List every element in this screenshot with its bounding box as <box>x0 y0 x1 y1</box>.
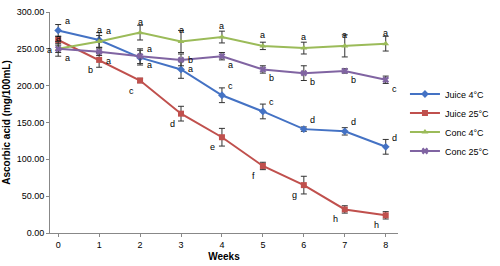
svg-text:0.00: 0.00 <box>27 228 45 238</box>
svg-text:6: 6 <box>301 240 306 250</box>
svg-text:Juice 4°C: Juice 4°C <box>445 90 484 100</box>
svg-text:d: d <box>170 119 175 129</box>
svg-text:200.00: 200.00 <box>17 81 45 91</box>
svg-text:a: a <box>188 64 193 74</box>
svg-text:Ascorbic acid (mg/100mL): Ascorbic acid (mg/100mL) <box>1 60 12 184</box>
svg-text:b: b <box>310 77 315 87</box>
svg-text:a: a <box>106 56 111 66</box>
svg-text:Conc 4°C: Conc 4°C <box>445 128 484 138</box>
svg-text:d: d <box>310 115 315 125</box>
svg-text:250.00: 250.00 <box>17 44 45 54</box>
svg-text:50.00: 50.00 <box>22 191 45 201</box>
svg-text:h: h <box>374 220 379 230</box>
svg-text:300.00: 300.00 <box>17 7 45 17</box>
svg-text:Weeks: Weeks <box>208 251 240 262</box>
svg-text:h: h <box>333 214 338 224</box>
svg-text:g: g <box>292 190 297 200</box>
svg-text:b: b <box>188 55 193 65</box>
svg-text:e: e <box>210 142 215 152</box>
svg-text:1: 1 <box>97 240 102 250</box>
svg-text:d: d <box>392 133 397 143</box>
svg-text:0: 0 <box>56 240 61 250</box>
svg-text:a: a <box>138 17 143 27</box>
svg-text:a: a <box>147 60 152 70</box>
svg-text:a: a <box>301 32 306 42</box>
svg-text:a: a <box>179 25 184 35</box>
svg-text:c: c <box>269 97 274 107</box>
svg-text:f: f <box>252 171 255 181</box>
svg-text:a: a <box>65 16 70 26</box>
svg-text:150.00: 150.00 <box>17 118 45 128</box>
svg-text:Juice 25°C: Juice 25°C <box>445 109 489 119</box>
svg-text:2: 2 <box>138 240 143 250</box>
svg-text:a: a <box>260 30 265 40</box>
svg-text:b: b <box>269 73 274 83</box>
svg-text:a: a <box>106 26 111 36</box>
svg-text:a: a <box>47 45 52 55</box>
svg-text:8: 8 <box>383 240 388 250</box>
svg-text:7: 7 <box>342 240 347 250</box>
svg-text:a: a <box>97 25 102 35</box>
svg-text:a: a <box>383 28 388 38</box>
svg-text:4: 4 <box>219 240 224 250</box>
svg-text:5: 5 <box>260 240 265 250</box>
svg-text:c: c <box>129 86 134 96</box>
svg-text:b: b <box>351 75 356 85</box>
svg-text:a: a <box>147 44 152 54</box>
svg-text:100.00: 100.00 <box>17 154 45 164</box>
svg-text:d: d <box>351 117 356 127</box>
svg-text:c: c <box>228 81 233 91</box>
svg-text:b: b <box>88 65 93 75</box>
svg-text:3: 3 <box>179 240 184 250</box>
svg-text:a: a <box>342 30 347 40</box>
svg-text:a: a <box>228 60 233 70</box>
svg-text:a: a <box>56 33 61 43</box>
svg-text:Conc 25°C: Conc 25°C <box>445 147 489 157</box>
svg-text:c: c <box>392 84 397 94</box>
svg-text:a: a <box>65 53 70 63</box>
svg-text:a: a <box>219 21 224 31</box>
